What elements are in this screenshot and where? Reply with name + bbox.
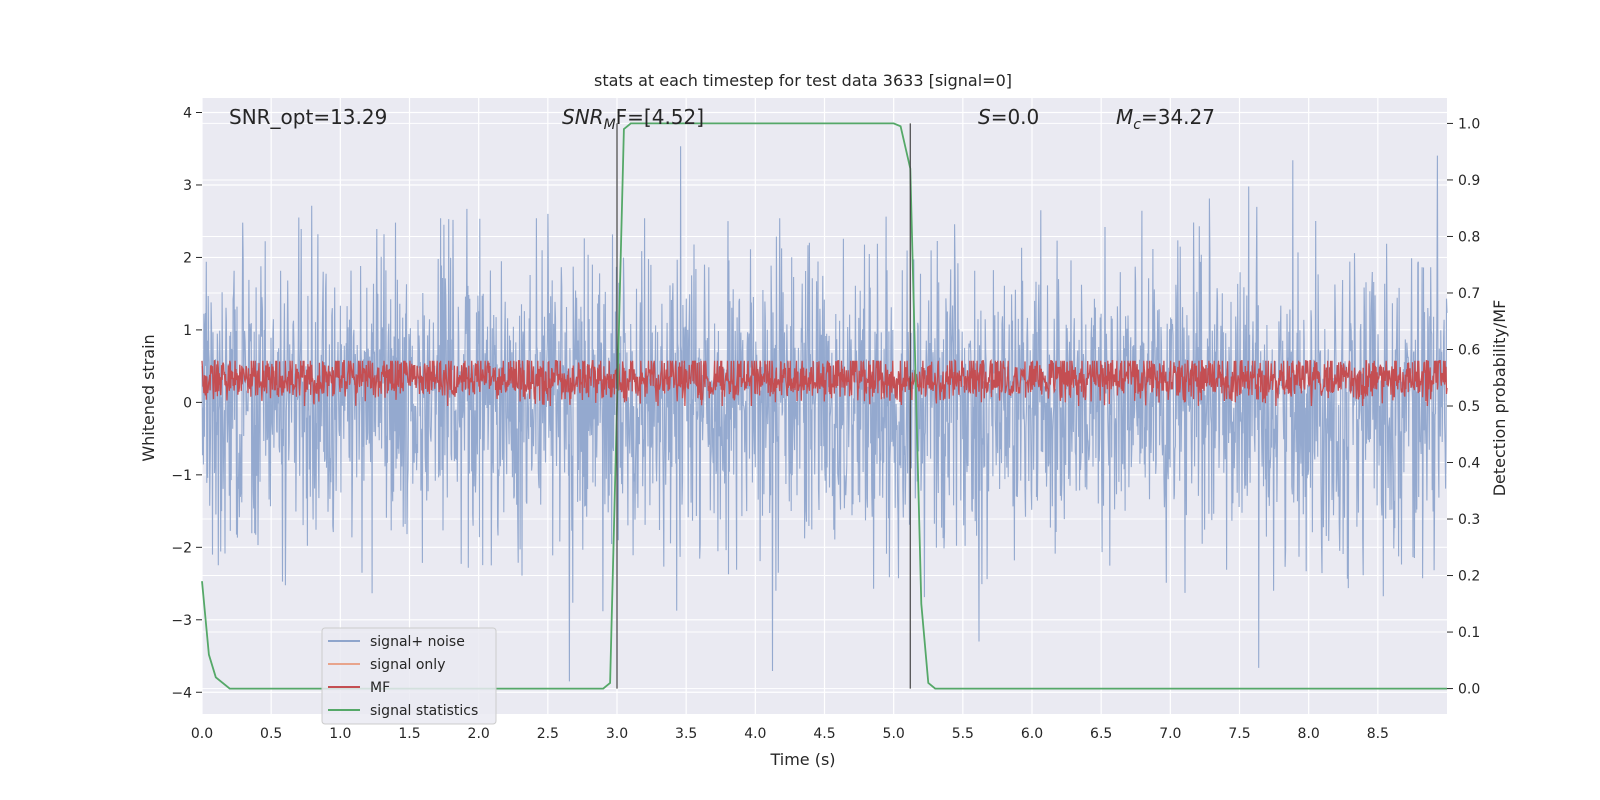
mf-line bbox=[201, 359, 1448, 407]
x-axis-label: Time (s) bbox=[769, 750, 835, 769]
x-tick-label: 2.0 bbox=[468, 726, 490, 742]
y2-tick-label: 0.2 bbox=[1458, 569, 1480, 585]
x-tick-label: 4.5 bbox=[813, 726, 835, 742]
y2-tick-label: 1.0 bbox=[1458, 116, 1480, 132]
legend-label-signal-statistics: signal statistics bbox=[370, 703, 478, 719]
snr-opt-annotation: SNR_opt=13.29 bbox=[229, 105, 387, 129]
x-tick-label: 1.0 bbox=[329, 726, 351, 742]
mc-sub: c bbox=[1133, 117, 1141, 133]
legend: signal+ noise signal only MF signal stat… bbox=[321, 627, 497, 725]
x-tick-label: 7.5 bbox=[1228, 726, 1250, 742]
y-tick-label: −1 bbox=[171, 468, 192, 484]
snr-mf-rest: F=[4.52] bbox=[616, 105, 704, 129]
y2-tick-label: 0.4 bbox=[1458, 456, 1480, 472]
x-tick-label: 5.5 bbox=[952, 726, 974, 742]
y2-tick-label: 0.8 bbox=[1458, 229, 1480, 245]
legend-box bbox=[321, 627, 497, 725]
snr-mf-base: SNR bbox=[562, 105, 604, 129]
y-tick-label: −2 bbox=[171, 540, 192, 556]
x-tick-label: 5.0 bbox=[883, 726, 905, 742]
x-tick-label: 1.5 bbox=[398, 726, 420, 742]
y-tick-label: −3 bbox=[171, 613, 192, 629]
signal-statistics-series bbox=[201, 122, 1447, 690]
x-axis-ticks: 0.0 0.5 1.0 1.5 2.0 2.5 3.0 3.5 4.0 4.5 5.0 5.5 6.0 6… bbox=[191, 726, 1389, 742]
y2-axis-ticks: 1.0 0.9 0.8 0.7 0.6 0.5 0.4 0.3 0.2 0.1 0.0 bbox=[1447, 116, 1480, 698]
mc-var: M bbox=[1116, 105, 1133, 129]
y2-axis-label: Detection probability/MF bbox=[1490, 300, 1509, 497]
x-tick-label: 6.0 bbox=[1021, 726, 1043, 742]
y-tick-label: 3 bbox=[183, 178, 192, 194]
x-tick-label: 2.5 bbox=[537, 726, 559, 742]
s-stat-rest: =0.0 bbox=[991, 105, 1040, 129]
y-axis-ticks: 4 3 2 1 0 −1 −2 −3 −4 bbox=[171, 105, 202, 701]
s-stat-var: S bbox=[978, 105, 991, 129]
y2-tick-label: 0.7 bbox=[1458, 286, 1480, 302]
x-tick-label: 8.0 bbox=[1298, 726, 1320, 742]
x-tick-label: 0.5 bbox=[260, 726, 282, 742]
signal-statistics-line bbox=[201, 122, 1447, 690]
y-tick-label: 0 bbox=[183, 395, 192, 411]
y-tick-label: 4 bbox=[183, 105, 192, 121]
y-tick-label: 2 bbox=[183, 250, 192, 266]
y2-tick-label: 0.5 bbox=[1458, 399, 1480, 415]
x-tick-label: 3.0 bbox=[606, 726, 628, 742]
s-stat-annotation: S=0.0 bbox=[978, 105, 1039, 129]
y2-tick-label: 0.9 bbox=[1458, 173, 1480, 189]
legend-label-signal-noise: signal+ noise bbox=[370, 634, 465, 650]
chart-title: stats at each timestep for test data 363… bbox=[594, 71, 1012, 90]
mf-series bbox=[201, 359, 1448, 407]
plot-area bbox=[201, 98, 1448, 714]
legend-label-mf: MF bbox=[370, 680, 390, 696]
x-tick-label: 0.0 bbox=[191, 726, 213, 742]
snr-mf-sub: M bbox=[604, 117, 616, 133]
x-tick-label: 8.5 bbox=[1367, 726, 1389, 742]
y2-tick-label: 0.0 bbox=[1458, 682, 1480, 698]
y-tick-label: −4 bbox=[171, 685, 192, 701]
x-tick-label: 3.5 bbox=[675, 726, 697, 742]
y-axis-label: Whitened strain bbox=[139, 334, 158, 461]
legend-label-signal-only: signal only bbox=[370, 657, 445, 673]
x-tick-label: 7.0 bbox=[1159, 726, 1181, 742]
y-tick-label: 1 bbox=[183, 323, 192, 339]
mc-rest: =34.27 bbox=[1141, 105, 1215, 129]
snr-mf-annotation: SNRMF=[4.52] bbox=[562, 105, 704, 133]
y2-tick-label: 0.3 bbox=[1458, 512, 1480, 528]
threshold-lines bbox=[616, 123, 911, 689]
mc-annotation: Mc=34.27 bbox=[1116, 105, 1215, 133]
x-tick-label: 4.0 bbox=[744, 726, 766, 742]
y2-tick-label: 0.6 bbox=[1458, 342, 1480, 358]
x-tick-label: 6.5 bbox=[1090, 726, 1112, 742]
y2-tick-label: 0.1 bbox=[1458, 625, 1480, 641]
